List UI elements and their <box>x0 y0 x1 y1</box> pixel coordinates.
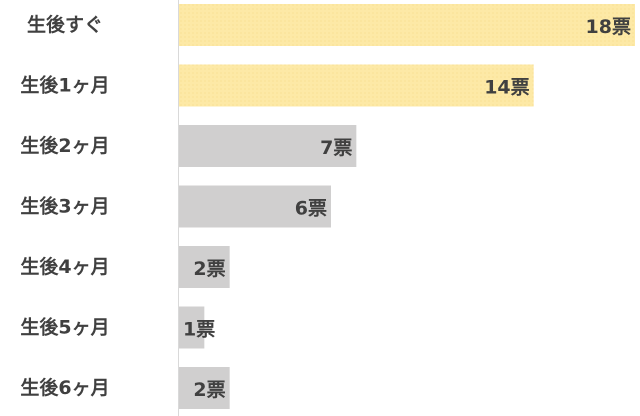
value-label: 7票 <box>320 137 352 159</box>
value-label: 14票 <box>484 77 529 99</box>
value-label: 18票 <box>586 16 631 38</box>
bar <box>179 246 230 288</box>
bar <box>179 125 357 167</box>
bar <box>179 306 205 349</box>
value-label: 6票 <box>295 198 327 220</box>
bar <box>179 4 635 46</box>
bar <box>179 367 230 409</box>
category-label: 生後1ヶ月 <box>20 74 109 97</box>
category-label: 生後2ヶ月 <box>20 134 109 157</box>
bar <box>179 64 534 107</box>
category-label: 生後4ヶ月 <box>20 255 109 278</box>
category-label: 生後6ヶ月 <box>20 376 109 399</box>
value-label: 2票 <box>193 379 225 401</box>
bar <box>179 185 331 228</box>
value-label: 1票 <box>183 319 215 341</box>
category-label: 生後すぐ <box>27 13 103 36</box>
value-label: 2票 <box>193 258 225 280</box>
category-label: 生後5ヶ月 <box>20 316 109 339</box>
category-label: 生後3ヶ月 <box>20 195 109 218</box>
